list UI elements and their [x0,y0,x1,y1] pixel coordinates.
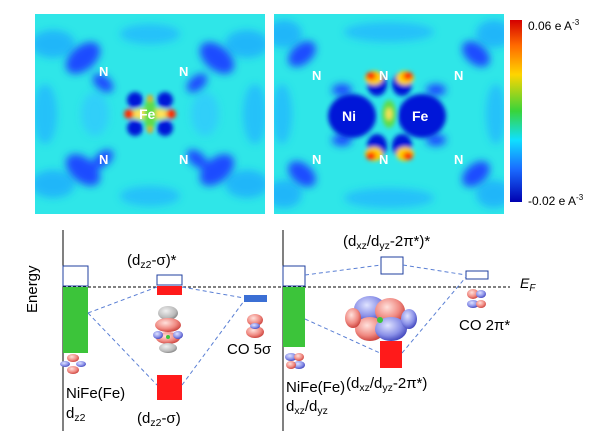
dz2-orbital-picture [60,354,86,374]
charge-density-map-fe-graphic [35,14,265,214]
orbital-interaction-diagram: Energy EF (dz2-σ)* (dz2-σ) CO 5σ NiFe(Fe… [0,225,602,431]
atom-label: N [312,152,322,167]
left-block-label: NiFe(Fe) [66,385,126,402]
sigma-antibonding-orbital-picture [153,306,183,353]
atom-label: N [99,152,109,167]
co-5sigma-label: CO 5σ [227,341,272,358]
atom-label: N [179,64,189,79]
orbital-diagram-graphic [60,230,510,431]
co-2pi-orbital-picture [467,289,486,308]
co-5sigma-level [244,295,267,302]
pi-bonding-level [380,341,402,368]
charge-density-map-fe: N N Fe N N [35,14,265,214]
sigma-bonding-level [157,375,182,400]
sigma-antibonding-label: (dz2-σ)* [127,252,177,271]
colorbar [510,20,522,202]
atom-label: N [179,152,189,167]
energy-axis-label: Energy [24,265,41,313]
atom-label-fe: Fe [412,108,429,124]
correlation-lines [87,264,467,386]
dxz-dyz-orbital-picture [285,353,305,369]
pi-antibonding-level [380,256,404,275]
sigma-antibonding-filled [157,286,182,295]
pi-orbital-picture [345,296,417,341]
co-5sigma-orbital-picture [246,314,264,338]
atom-label: N [379,152,389,167]
dz2-empty-states [62,265,89,287]
pi-bonding-label: (dxz/dyz-2π*) [346,375,428,394]
atom-label: N [454,68,464,83]
atom-label-ni: Ni [342,108,356,124]
co-2pi-label: CO 2π* [459,317,511,334]
sigma-antibonding-empty [156,274,183,286]
right-block-orbital: dxz/dyz [286,398,328,417]
pi-antibonding-label: (dxz/dyz-2π*)* [343,233,431,252]
atom-label: N [99,64,109,79]
atom-label: N [379,68,389,83]
dxz-dyz-occupied-states [283,287,305,347]
charge-density-map-nife-graphic [274,14,504,214]
sigma-bonding-label: (dz2-σ) [137,410,181,429]
dxz-dyz-empty-states [282,265,306,287]
atom-label: N [454,152,464,167]
co-2pi-level [465,270,489,280]
dz2-occupied-states [63,287,88,353]
colorbar-min-label: -0.02 e A-3 [528,193,584,208]
atom-label-fe: Fe [139,106,156,122]
fermi-level-label: EF [520,275,536,294]
atom-label: N [312,68,322,83]
colorbar-max-label: 0.06 e A-3 [528,18,580,33]
right-block-label: NiFe(Fe) [286,379,346,396]
charge-density-map-nife: N N N Ni Fe N N N [274,14,504,214]
left-block-orbital: dz2 [66,405,86,424]
